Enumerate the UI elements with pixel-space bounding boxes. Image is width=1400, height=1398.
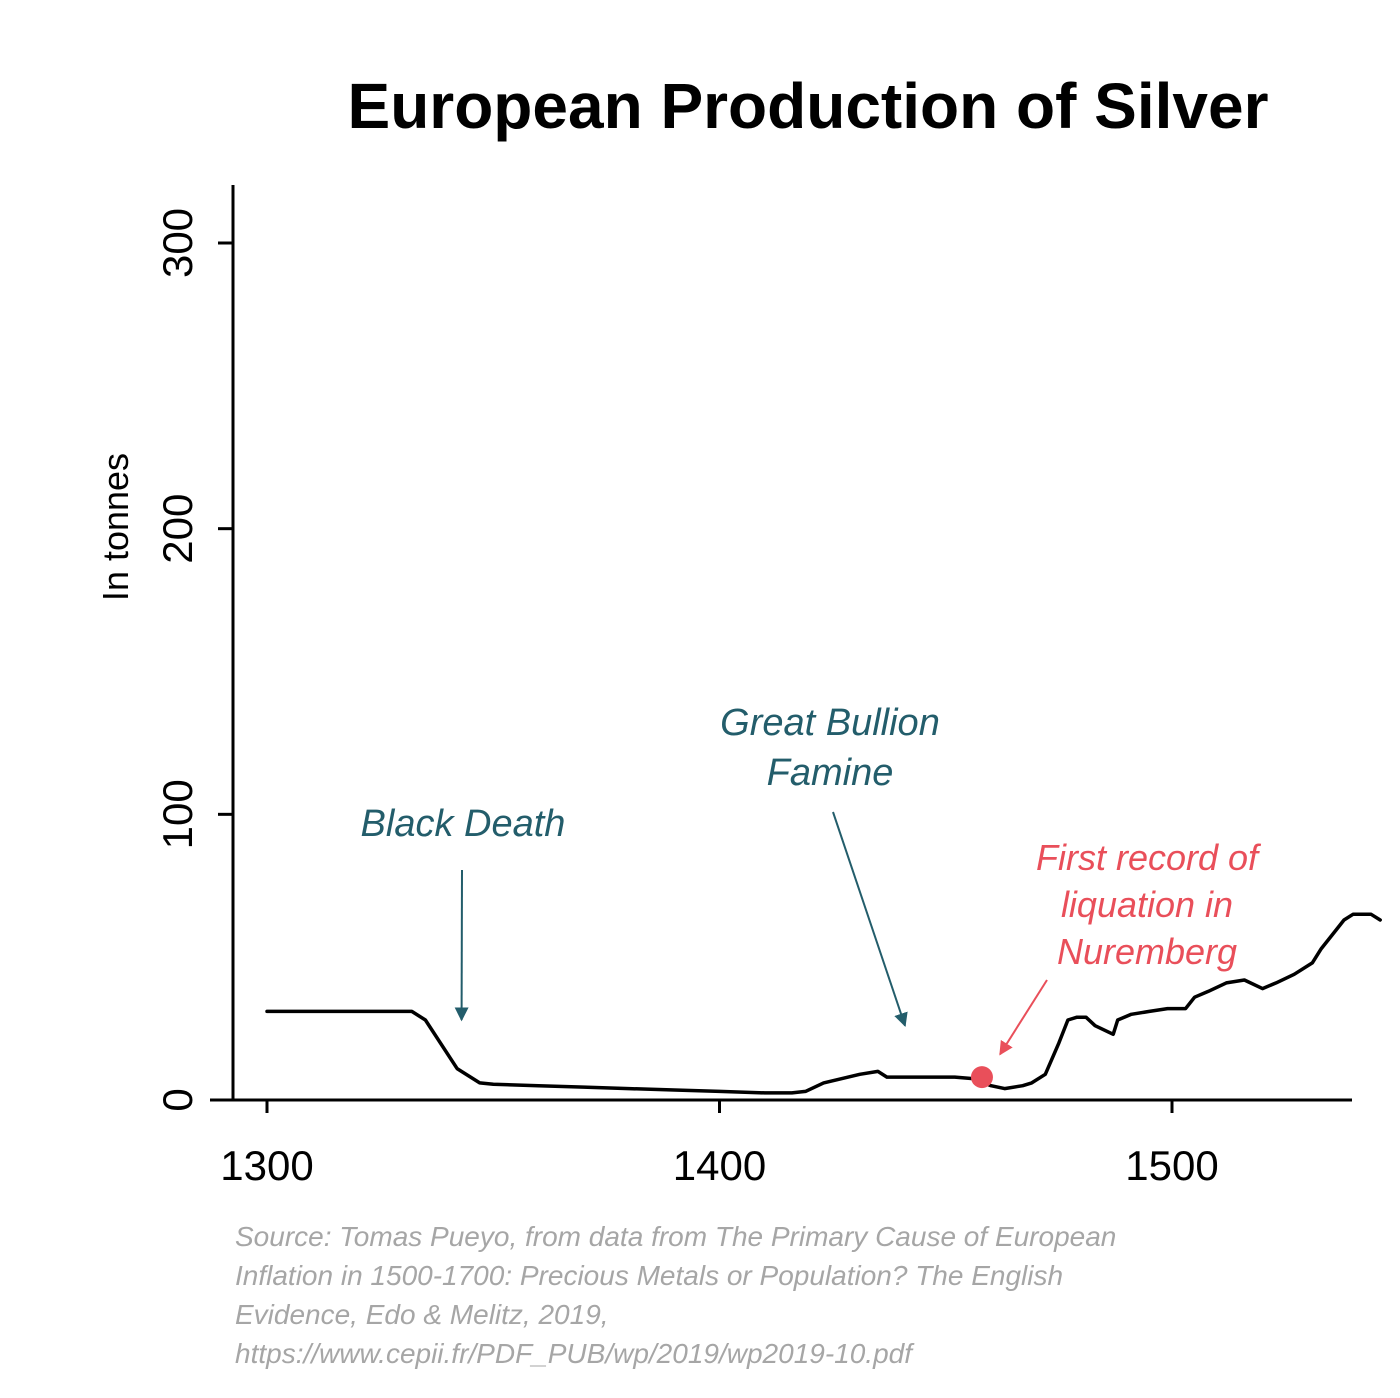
x-tick-label: 1400 — [673, 1142, 766, 1189]
x-tick-label: 1300 — [220, 1142, 313, 1189]
ticks: 1300 1400 1500 0 100 200 300 — [154, 208, 1219, 1189]
annotation-text: Great Bullion — [720, 702, 940, 744]
annotation-arrow — [999, 979, 1048, 1056]
annotation-text: Famine — [767, 752, 894, 794]
source-note: Source: Tomas Pueyo, from data from The … — [235, 1221, 1116, 1369]
annotation-arrow — [832, 811, 908, 1028]
annotation-text: Nuremberg — [1057, 931, 1237, 972]
source-line: Source: Tomas Pueyo, from data from The … — [235, 1221, 1116, 1252]
x-tick-label: 1500 — [1125, 1142, 1218, 1189]
annotation-text: liquation in — [1061, 884, 1233, 925]
chart-title: European Production of Silver — [348, 70, 1269, 142]
series-line — [265, 912, 1382, 1095]
highlight-point — [970, 1066, 993, 1089]
y-tick-label: 0 — [154, 1088, 201, 1111]
series — [265, 912, 1382, 1095]
y-tick-label: 300 — [154, 208, 201, 278]
y-tick-label: 100 — [154, 779, 201, 849]
y-axis-title: In tonnes — [95, 453, 136, 601]
annotations: Black Death Great Bullion Famine First reco… — [361, 702, 1262, 1056]
y-tick-label: 200 — [154, 494, 201, 564]
annotation-text: First record of — [1036, 837, 1262, 878]
source-line: Inflation in 1500-1700: Precious Metals … — [235, 1260, 1063, 1291]
source-line: https://www.cepii.fr/PDF_PUB/wp/2019/wp2… — [235, 1338, 915, 1369]
source-line: Evidence, Edo & Melitz, 2019, — [235, 1299, 609, 1330]
annotation-text: Black Death — [361, 803, 566, 845]
